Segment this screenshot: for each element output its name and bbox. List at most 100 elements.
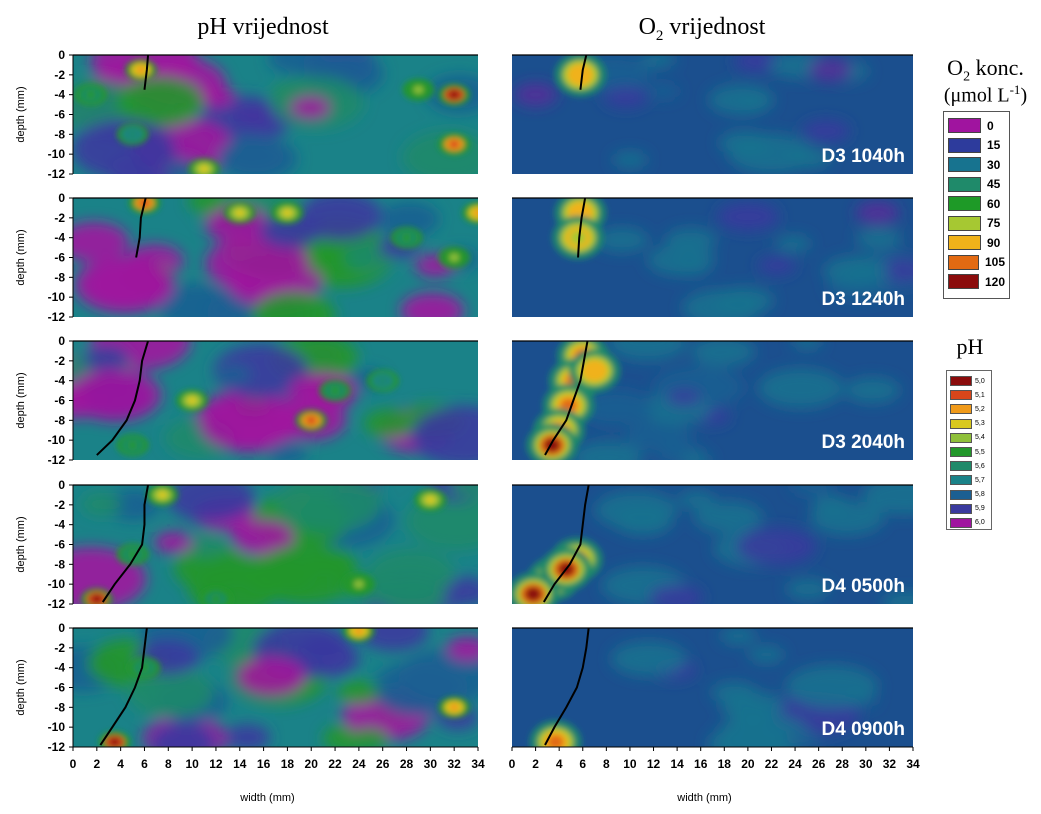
y-tick-label: -4 xyxy=(54,231,65,245)
ph-legend-entry: 5,7 xyxy=(950,473,988,487)
x-tick-label: 16 xyxy=(694,757,708,771)
x-tick-label: 26 xyxy=(376,757,390,771)
o2-legend-title: O2 konc. xyxy=(947,55,1024,85)
y-tick-label: -6 xyxy=(54,251,65,265)
ph-panel xyxy=(73,485,478,604)
x-tick-label: 4 xyxy=(117,757,124,771)
ph-legend-swatch xyxy=(950,432,972,443)
o2-legend-entry: 0 xyxy=(948,116,1005,136)
root-trace-ph xyxy=(96,341,150,456)
o2-legend-entry: 30 xyxy=(948,155,1005,175)
y-axis-label: depth (mm) xyxy=(15,86,27,142)
y-axis-label: depth (mm) xyxy=(15,372,27,428)
y-tick-label: -6 xyxy=(54,394,65,408)
x-tick-label: 2 xyxy=(93,757,100,771)
panel-label: D4 0900h xyxy=(822,719,905,740)
y-tick-label: -8 xyxy=(54,127,65,141)
o2-legend-swatch xyxy=(948,157,981,173)
ph-panel xyxy=(73,198,478,317)
y-tick-label: -10 xyxy=(48,433,66,447)
o2-legend-unit: (μmol L-1) xyxy=(943,82,1028,107)
ph-legend-swatch xyxy=(950,404,972,415)
x-tick-label: 10 xyxy=(623,757,637,771)
x-tick-label: 34 xyxy=(906,757,920,771)
panels-group: D3 1040h D3 1240h D3 2040h D4 0500h D4 0900h xyxy=(73,55,913,747)
o2-legend-swatch xyxy=(948,137,981,153)
y-tick-label: -4 xyxy=(54,374,65,388)
y-tick-label: -12 xyxy=(48,167,66,181)
panel-label: D3 1040h xyxy=(822,146,905,167)
x-tick-label: 22 xyxy=(765,757,779,771)
o2-legend-swatch xyxy=(948,196,981,212)
root-trace-o2 xyxy=(544,628,590,746)
root-trace-o2 xyxy=(577,198,587,258)
y-tick-label: -2 xyxy=(54,498,65,512)
ph-legend-swatch xyxy=(950,489,972,500)
x-tick-label: 24 xyxy=(788,757,802,771)
panel-label: D3 1240h xyxy=(822,289,905,310)
y-tick-label: -12 xyxy=(48,597,66,611)
y-tick-label: -6 xyxy=(54,538,65,552)
ph-legend-label: 5,3 xyxy=(975,420,985,428)
o2-legend-label: 90 xyxy=(987,235,1001,250)
o2-legend-label: 60 xyxy=(987,196,1001,211)
o2-panel xyxy=(512,341,913,460)
ph-legend-swatch xyxy=(950,376,972,387)
root-trace-ph xyxy=(135,198,147,258)
root-trace-ph xyxy=(99,628,148,746)
ph-panel xyxy=(73,628,478,747)
y-tick-label: -10 xyxy=(48,290,66,304)
o2-legend-label: 105 xyxy=(984,255,1005,270)
x-tick-label: 20 xyxy=(741,757,755,771)
x-tick-label: 6 xyxy=(141,757,148,771)
o2-legend-swatch xyxy=(948,235,981,251)
x-tick-label: 12 xyxy=(209,757,223,771)
o2-legend: 0 15 30 45 60 75 90 105 120 xyxy=(943,111,1010,299)
x-tick-label: 0 xyxy=(509,757,516,771)
ph-legend-swatch xyxy=(950,503,972,514)
o2-legend-swatch xyxy=(948,176,981,192)
axes-group: 0 -2 -4 -6 -8 -10 -12 depth (mm) 0 -2 -4 -6 -8 -10 -12… xyxy=(15,48,920,804)
root-trace-o2 xyxy=(579,55,588,90)
o2-legend-label: 120 xyxy=(984,274,1005,289)
y-tick-label: -10 xyxy=(48,147,66,161)
x-tick-label: 20 xyxy=(305,757,319,771)
ph-legend-swatch xyxy=(950,461,972,472)
root-trace-ph xyxy=(143,55,150,90)
ph-legend-swatch xyxy=(950,475,972,486)
o2-legend-entry: 45 xyxy=(948,175,1005,195)
panel-label: D4 0500h xyxy=(822,576,905,597)
ph-legend-label: 5,1 xyxy=(975,391,985,399)
y-tick-label: 0 xyxy=(58,191,65,205)
x-tick-label: 10 xyxy=(185,757,199,771)
y-tick-label: -4 xyxy=(54,88,65,102)
y-tick-label: -12 xyxy=(48,453,66,467)
ph-legend-label: 5,8 xyxy=(975,491,985,499)
x-tick-label: 32 xyxy=(883,757,897,771)
y-tick-label: -2 xyxy=(54,211,65,225)
o2-column-title: O2 vrijednost xyxy=(638,14,766,44)
y-tick-label: -8 xyxy=(54,270,65,284)
x-tick-label: 14 xyxy=(670,757,684,771)
ph-legend-entry: 5,6 xyxy=(950,459,988,473)
y-tick-label: 0 xyxy=(58,48,65,62)
x-tick-label: 16 xyxy=(257,757,271,771)
ph-legend-entry: 5,3 xyxy=(950,417,988,431)
root-trace-o2 xyxy=(544,341,589,456)
x-tick-label: 6 xyxy=(579,757,586,771)
x-tick-label: 0 xyxy=(70,757,77,771)
ph-legend-swatch xyxy=(950,517,972,528)
ph-legend-entry: 5,8 xyxy=(950,488,988,502)
ph-legend-entry: 5,2 xyxy=(950,402,988,416)
y-tick-label: -8 xyxy=(54,557,65,571)
y-tick-label: -2 xyxy=(54,354,65,368)
x-tick-label: 28 xyxy=(836,757,850,771)
y-tick-label: 0 xyxy=(58,621,65,635)
ph-panel xyxy=(73,341,478,460)
y-tick-label: 0 xyxy=(58,334,65,348)
y-tick-label: -10 xyxy=(48,720,66,734)
x-tick-label: 18 xyxy=(281,757,295,771)
ph-legend-label: 5,0 xyxy=(975,377,985,385)
y-tick-label: -4 xyxy=(54,518,65,532)
